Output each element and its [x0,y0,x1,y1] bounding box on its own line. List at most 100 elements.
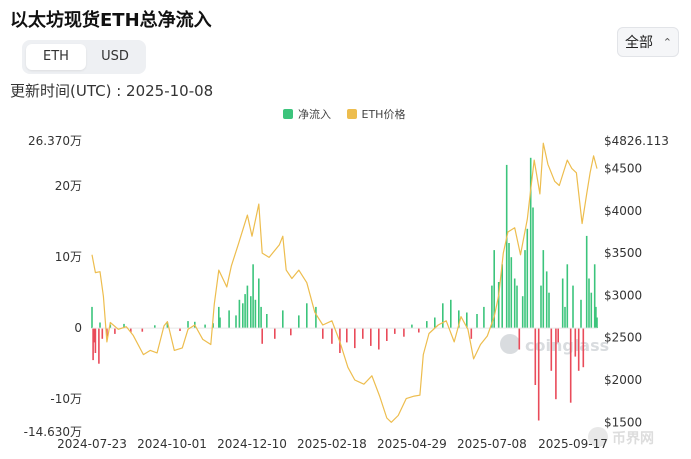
legend-item-inflow[interactable]: 净流入 [283,106,331,122]
inflow-bar-76[interactable] [529,157,532,329]
inflow-bar-38[interactable] [298,315,300,329]
inflow-bar-36[interactable] [282,310,284,329]
inflow-bar-87[interactable] [561,278,564,329]
inflow-bar-29[interactable] [252,264,254,329]
inflow-bar-48[interactable] [378,328,380,350]
inflow-bar-62[interactable] [483,306,485,329]
inflow-bar-64[interactable] [493,250,495,329]
inflow-bar-56[interactable] [442,303,444,329]
inflow-bar-10[interactable] [123,323,125,329]
inflow-bar-11[interactable] [130,328,132,333]
inflow-bar-65[interactable] [497,282,500,329]
unit-tab-eth[interactable]: ETH [26,44,86,70]
inflow-bar-88[interactable] [564,306,566,329]
inflow-bar-35[interactable] [274,328,276,339]
inflow-bar-54[interactable] [426,321,428,329]
inflow-bar-23[interactable] [235,315,237,329]
inflow-bar-25[interactable] [242,303,244,329]
inflow-bar-77[interactable] [532,207,534,329]
inflow-bar-13[interactable] [154,325,156,329]
inflow-bar-81[interactable] [542,250,545,329]
inflow-bar-60[interactable] [470,328,473,339]
inflow-bar-41[interactable] [322,328,324,339]
inflow-bar-93[interactable] [577,328,580,371]
inflow-bar-12[interactable] [141,328,144,332]
inflow-bar-47[interactable] [370,328,372,346]
inflow-bar-86[interactable] [557,328,559,343]
inflow-bar-21[interactable] [219,317,221,329]
inflow-bar-6[interactable] [101,328,104,339]
unit-tab-usd[interactable]: USD [101,49,129,64]
inflow-bar-20[interactable] [218,306,220,329]
inflow-bar-101[interactable] [596,317,598,329]
inflow-bar-97[interactable] [588,278,590,329]
inflow-bar-45[interactable] [354,328,356,349]
inflow-bar-50[interactable] [394,328,396,334]
inflow-bar-16[interactable] [187,321,189,329]
inflow-bar-85[interactable] [555,328,557,400]
inflow-bar-28[interactable] [250,296,252,329]
inflow-bar-44[interactable] [346,328,348,343]
inflow-bar-67[interactable] [505,164,508,329]
inflow-bar-15[interactable] [179,328,181,331]
inflow-bar-92[interactable] [574,328,577,357]
inflow-bar-98[interactable] [590,292,593,329]
inflow-bar-78[interactable] [534,328,537,385]
inflow-bar-37[interactable] [290,328,292,336]
inflow-bar-4[interactable] [98,328,100,364]
inflow-bar-91[interactable] [572,285,574,329]
inflow-bar-61[interactable] [476,314,478,329]
inflow-bar-3[interactable] [94,328,97,353]
inflow-bar-49[interactable] [386,328,388,341]
inflow-bar-66[interactable] [501,264,503,329]
inflow-bar-30[interactable] [254,299,257,329]
inflow-bar-14[interactable] [166,322,169,329]
inflow-bar-80[interactable] [540,285,542,329]
inflow-bar-90[interactable] [569,328,572,403]
inflow-bar-99[interactable] [593,264,596,329]
inflow-bar-22[interactable] [228,310,230,329]
inflow-bar-79[interactable] [537,328,540,421]
inflow-bar-5[interactable] [99,322,101,329]
inflow-bar-74[interactable] [524,250,526,329]
inflow-bar-2[interactable] [93,328,96,343]
inflow-bar-75[interactable] [526,228,529,329]
inflow-bar-33[interactable] [261,328,263,344]
inflow-bar-8[interactable] [109,324,112,329]
inflow-bar-42[interactable] [331,328,333,344]
inflow-bar-7[interactable] [106,328,108,337]
inflow-bar-53[interactable] [418,328,420,333]
inflow-bar-51[interactable] [403,328,405,337]
inflow-bar-84[interactable] [550,328,553,371]
inflow-bar-34[interactable] [266,314,268,329]
inflow-bar-69[interactable] [510,257,513,329]
inflow-bar-40[interactable] [315,306,317,329]
inflow-bar-46[interactable] [362,328,364,339]
inflow-bar-94[interactable] [580,299,582,329]
inflow-bar-57[interactable] [450,299,452,329]
inflow-bar-1[interactable] [92,328,94,361]
inflow-bar-52[interactable] [411,324,413,329]
inflow-bar-59[interactable] [466,312,468,329]
inflow-bar-55[interactable] [434,317,436,329]
inflow-bar-68[interactable] [508,243,510,329]
eth-price-line[interactable] [91,142,598,423]
inflow-bar-32[interactable] [260,306,262,329]
inflow-bar-96[interactable] [585,235,588,329]
inflow-bar-58[interactable] [458,310,460,329]
inflow-bar-100[interactable] [595,306,597,329]
inflow-bar-89[interactable] [566,264,569,329]
inflow-bar-72[interactable] [518,328,521,350]
inflow-bar-0[interactable] [91,306,93,329]
inflow-bar-24[interactable] [238,299,241,329]
inflow-bar-19[interactable] [212,323,214,329]
inflow-bar-82[interactable] [545,271,548,329]
inflow-bar-31[interactable] [258,278,260,329]
inflow-bar-26[interactable] [244,294,246,329]
inflow-bar-73[interactable] [521,296,524,329]
inflow-bar-70[interactable] [513,278,516,329]
range-select[interactable]: 全部 ⌃ [617,27,679,57]
inflow-bar-39[interactable] [306,303,308,329]
inflow-bar-95[interactable] [582,328,585,368]
inflow-bar-71[interactable] [516,285,518,329]
